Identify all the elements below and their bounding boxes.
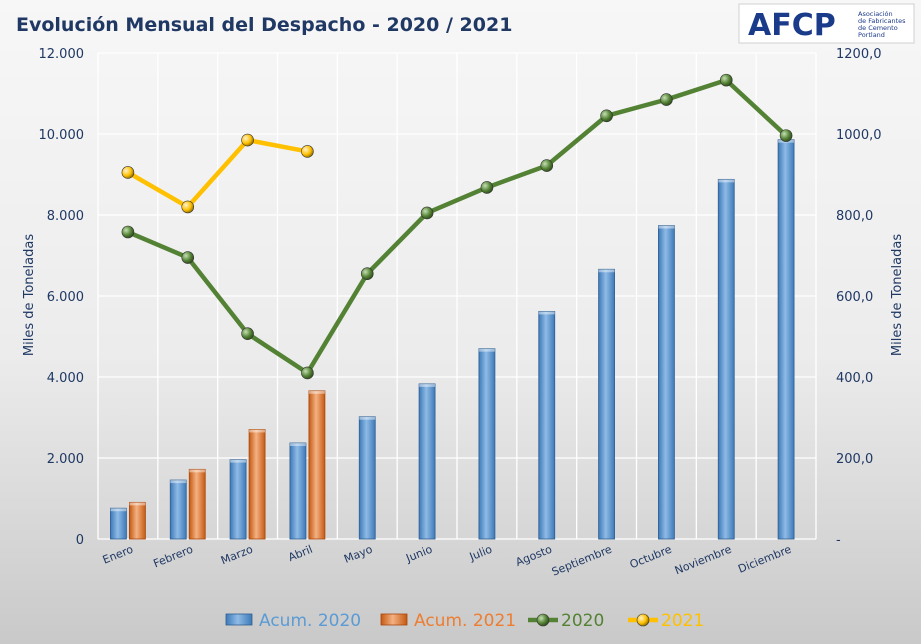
logo-line-1: Asociación (858, 10, 893, 18)
legend-acum-2021-label: Acum. 2021 (414, 611, 516, 631)
bar-acum-2020 (598, 268, 615, 540)
line-2020-point (480, 181, 494, 194)
bar-acum-2020 (658, 225, 675, 540)
line-2020-point (779, 129, 793, 142)
left-tick-label: 2.000 (47, 452, 84, 467)
legend-acum-2021-swatch (380, 613, 408, 626)
line-2020-point (420, 206, 434, 220)
line-2020-point (660, 93, 673, 106)
line-2021 (126, 137, 308, 210)
bar-acum-2020 (358, 416, 376, 540)
left-tick-label: 12.000 (39, 47, 85, 62)
bar-acum-2020 (110, 507, 127, 540)
bar-acum-2020-cap (538, 311, 555, 315)
line-2020-point (301, 366, 314, 380)
line-2020-point (360, 267, 374, 281)
bar-acum-2020 (169, 479, 187, 540)
bar-acum-2020-cap (718, 179, 735, 183)
right-tick-label: 1000,0 (836, 128, 882, 143)
legend-2021-label: 2021 (661, 611, 704, 631)
bar-acum-2020 (418, 383, 436, 540)
left-tick-label: 6.000 (47, 290, 84, 305)
right-tick-label: 200,0 (836, 452, 873, 467)
bar-acum-2020 (538, 310, 556, 540)
bar-acum-2020 (478, 348, 496, 540)
bar-acum-2020-cap (598, 269, 615, 273)
right-axis-title: Miles de Toneladas (890, 234, 905, 356)
left-axis-ticks: 0 2.000 4.000 6.000 8.000 10.000 12.000 (39, 47, 85, 548)
bar-acum-2020-cap (359, 416, 376, 420)
bar-acum-2020-cap (289, 443, 306, 447)
legend-2020-swatch-marker (536, 613, 550, 627)
bar-acum-2021-cap (129, 502, 146, 506)
bar-acum-2020-cap (170, 480, 187, 484)
bar-acum-2021-cap (249, 429, 266, 433)
left-tick-label: 8.000 (47, 209, 84, 224)
right-tick-label: - (836, 533, 841, 548)
bar-acum-2020 (777, 139, 795, 540)
bar-acum-2021 (248, 429, 266, 540)
legend-2021-swatch-marker (636, 613, 650, 627)
bar-acum-2021-cap (308, 390, 325, 394)
bar-acum-2021 (308, 390, 326, 540)
bar-acum-2021-cap (189, 469, 206, 473)
logo-text: AFCP (748, 8, 836, 43)
right-tick-label: 1200,0 (836, 47, 882, 62)
right-tick-label: 800,0 (836, 209, 873, 224)
line-2020-point (540, 159, 554, 172)
line-2020 (127, 77, 788, 376)
left-tick-label: 0 (76, 533, 84, 548)
bar-acum-2020-cap (658, 225, 675, 229)
line-2021-point (241, 133, 254, 147)
left-tick-label: 10.000 (39, 128, 85, 143)
legend-2020-label: 2020 (561, 611, 604, 631)
line-2020-point (600, 109, 613, 123)
line-2021-point (181, 200, 195, 214)
logo: AFCP Asociación de Fabricantes de Cement… (738, 3, 915, 44)
bar-acum-2020-cap (419, 383, 436, 387)
legend: Acum. 2020 Acum. 2021 2020 2021 (225, 611, 704, 631)
legend-acum-2020-label: Acum. 2020 (259, 611, 361, 631)
logo-box (738, 3, 915, 44)
lines (121, 73, 793, 380)
line-2020-point (121, 225, 135, 239)
bar-acum-2020-cap (230, 459, 247, 463)
line-2020-point (719, 73, 733, 87)
chart-title: Evolución Mensual del Despacho - 2020 / … (16, 14, 512, 36)
bar-acum-2021 (188, 468, 206, 540)
bar-acum-2020-cap (478, 348, 495, 352)
line-2021-point (301, 145, 314, 158)
right-tick-label: 600,0 (836, 290, 873, 305)
bars (110, 139, 795, 540)
line-2020-point (241, 327, 254, 340)
bar-acum-2020 (289, 442, 307, 540)
left-tick-label: 4.000 (47, 371, 84, 386)
bar-acum-2020-cap (110, 508, 127, 512)
left-axis-title: Miles de Toneladas (22, 234, 37, 356)
bar-acum-2020 (717, 178, 735, 540)
right-axis-ticks: - 200,0 400,0 600,0 800,0 1000,0 1200,0 (836, 47, 882, 548)
logo-line-3: de Cemento (858, 24, 898, 32)
bar-acum-2021 (129, 501, 146, 540)
legend-acum-2020-swatch (225, 613, 253, 626)
line-2020-point (181, 251, 195, 264)
bar-acum-2020 (229, 459, 247, 540)
logo-line-2: de Fabricantes (858, 17, 906, 25)
line-2021-point (121, 166, 135, 179)
right-tick-label: 400,0 (836, 371, 873, 386)
logo-line-4: Portland (858, 31, 885, 39)
